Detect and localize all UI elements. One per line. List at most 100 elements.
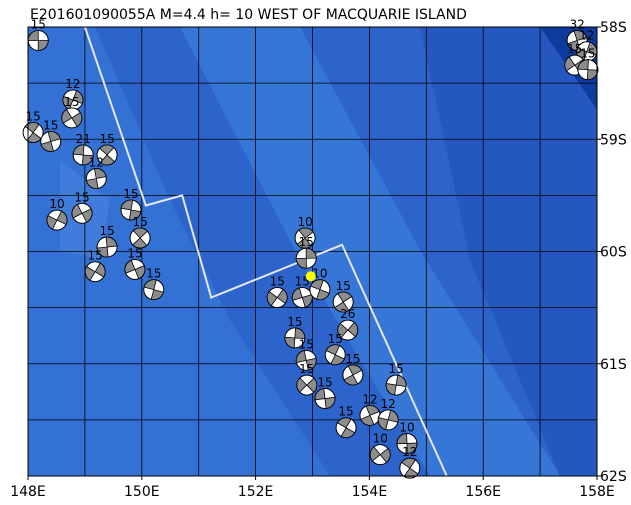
epicenter [305,271,316,282]
focal-mechanism [337,319,359,341]
ball-quadrant [86,168,107,189]
depth-label: 10 [312,267,327,281]
depth-label: 15 [299,337,314,351]
ball-quadrant [120,199,142,221]
focal-mechanism [124,258,146,280]
focal-mechanism [377,409,399,431]
focal-mechanism [342,364,364,386]
focal-mechanism [296,374,318,396]
depth-label: 15 [74,190,89,204]
depth-label: 15 [317,376,332,390]
focal-mechanism [96,236,118,258]
depth-label: 15 [336,279,351,293]
focal-mechanism [71,202,93,224]
ball-quadrant [295,350,317,371]
ball-quadrant [385,374,407,396]
x-tick-label: 148E [10,484,46,500]
depth-label: 10 [297,215,312,229]
focal-mechanism [40,130,62,152]
ball-quadrant [71,203,93,223]
focal-mechanism [284,327,306,349]
depth-label: 15 [132,215,147,229]
depth-label: 15 [270,275,285,289]
ball-quadrant [343,364,363,386]
depth-label: 15 [43,118,58,132]
focal-mechanism [295,349,317,371]
depth-label: 15 [328,332,343,346]
ball-quadrant [99,144,116,166]
ball-quadrant [577,59,599,81]
focal-mechanism [85,168,107,190]
focal-mechanism [399,457,421,479]
y-tick-label: 59S [600,132,627,148]
ball-quadrant [40,131,61,152]
ball-quadrant [325,344,345,366]
focal-mechanism [143,279,165,301]
ball-quadrant [360,405,380,426]
y-tick-label: 60S [600,245,627,261]
focal-mechanism [96,144,118,166]
depth-label: 15 [299,235,314,249]
focal-mechanism [314,388,336,410]
ball-quadrant [336,417,356,439]
depth-label: 15 [345,352,360,366]
x-tick-label: 150E [124,484,160,500]
focal-mechanism [129,227,151,249]
focal-mechanism [396,432,418,454]
ball-quadrant [266,288,288,307]
focal-mechanism [309,279,331,301]
ball-quadrant [84,262,106,281]
focal-mechanism [61,107,83,129]
focal-mechanism [291,287,313,309]
depth-label: 12 [402,445,417,459]
focal-mechanism [324,344,346,366]
depth-label: 15 [389,362,404,376]
x-tick-label: 156E [465,484,501,500]
depth-label: 12 [362,392,377,406]
focal-mechanism [335,417,357,439]
ball-quadrant [377,409,399,431]
ball-quadrant [143,279,164,301]
depth-label: 10 [399,420,414,434]
ball-quadrant [309,279,330,301]
depth-label: 12 [89,156,104,170]
focal-mechanism [62,89,84,111]
ball-quadrant [296,227,314,249]
depth-label: 21 [76,132,91,146]
focal-mechanism [577,59,599,81]
ball-quadrant [284,327,306,349]
ball-quadrant [296,377,318,393]
ball-quadrant [337,321,359,339]
y-tick-label: 62S [600,469,627,485]
ball-quadrant [369,446,391,463]
depth-label: 15 [31,17,46,31]
depth-label: 12 [579,29,594,43]
depth-label: 15 [580,47,595,61]
map-title: E201601090055A M=4.4 h= 10 WEST OF MACQU… [30,7,467,23]
y-tick-label: 58S [600,20,627,36]
focal-mechanism [266,287,288,309]
depth-label: 15 [295,275,310,289]
x-tick-label: 158E [579,484,615,500]
ball-quadrant [61,108,83,127]
depth-label: 15 [127,246,142,260]
depth-label: 15 [146,267,161,281]
x-tick-label: 154E [352,484,388,500]
depth-label: 26 [340,307,355,321]
depth-label: 10 [49,197,64,211]
depth-label: 15 [88,249,103,263]
depth-label: 10 [373,432,388,446]
focal-mechanism [72,144,94,166]
focal-mechanism [22,122,44,144]
focal-mechanism [385,374,407,396]
ball-quadrant [96,236,118,258]
depth-label: 15 [567,42,582,56]
ball-quadrant [46,210,68,230]
focal-mechanism [120,199,142,221]
focal-mechanism [295,247,317,269]
ball-quadrant [124,259,146,280]
focal-mechanism [359,404,381,426]
depth-label: 32 [569,17,584,31]
